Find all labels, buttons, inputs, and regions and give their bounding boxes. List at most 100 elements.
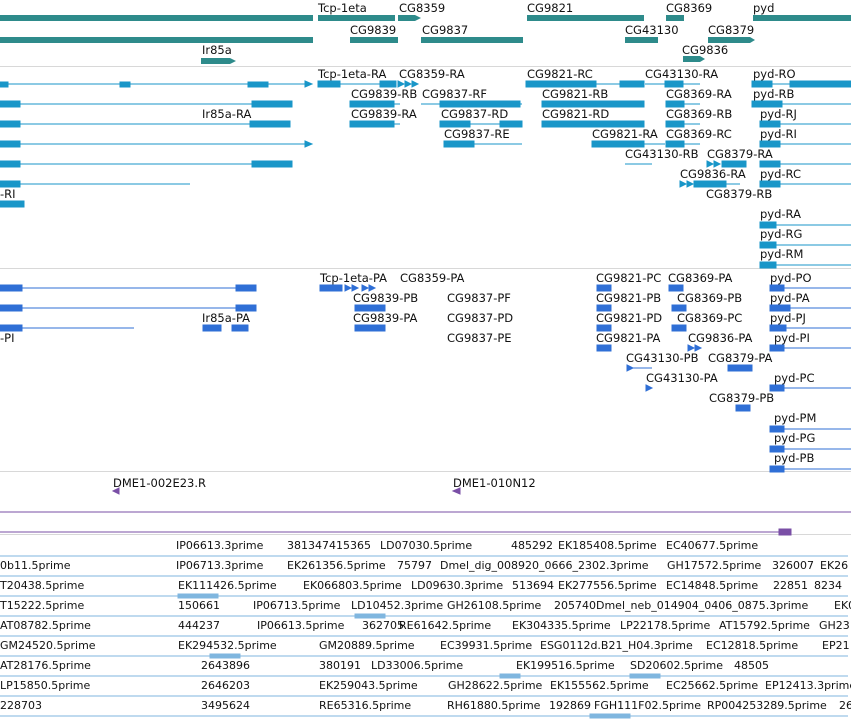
protein-label[interactable]: pyd-PO	[770, 271, 812, 285]
est-label[interactable]: Dmel_dig_008920_0666_2302.3prime	[440, 559, 649, 572]
est-label[interactable]: RE65316.5prime	[319, 699, 412, 712]
est-label[interactable]: 362705	[362, 619, 404, 632]
est-label[interactable]: LD10452.3prime	[351, 599, 444, 612]
protein-label[interactable]: CG43130-PA	[646, 371, 718, 385]
est-label[interactable]: 205740	[554, 599, 596, 612]
est-label[interactable]: EC39931.5prime	[440, 639, 533, 652]
est-label[interactable]: IP06713.3prime	[176, 559, 264, 572]
clone-label[interactable]: DME1-002E23.R	[113, 476, 207, 490]
est-label[interactable]: EK26	[820, 559, 849, 572]
est-label[interactable]: EK066803.5prime	[303, 579, 402, 592]
protein-label[interactable]: CG9839-PA	[353, 311, 418, 325]
est-label[interactable]: GH17572.5prime	[667, 559, 762, 572]
protein-label[interactable]: CG9837-PD	[447, 311, 514, 325]
transcript-label[interactable]: CG8359-RA	[399, 67, 465, 81]
est-label[interactable]: EP21	[822, 639, 850, 652]
transcript-label[interactable]: CG9821-RD	[542, 107, 610, 121]
transcript-label[interactable]: Ir85a-RA	[202, 107, 252, 121]
est-label[interactable]: LD33006.5prime	[371, 659, 464, 672]
protein-label[interactable]: CG8379-PB	[709, 391, 775, 405]
protein-label[interactable]: CG8369-PA	[668, 271, 733, 285]
transcript-label[interactable]: CG9837-RD	[441, 107, 509, 121]
clone-label[interactable]: DME1-010N12	[453, 476, 536, 490]
transcript-label[interactable]: CG9821-RB	[542, 87, 609, 101]
gene-label[interactable]: pyd	[753, 1, 775, 15]
est-label[interactable]: RH61880.5prime	[447, 699, 541, 712]
protein-label[interactable]: CG9821-PC	[596, 271, 662, 285]
est-label[interactable]: IP06613.5prime	[257, 619, 345, 632]
est-label[interactable]: EK277556.5prime	[558, 579, 657, 592]
est-label[interactable]: LD07030.5prime	[380, 539, 473, 552]
est-label[interactable]: 513694	[512, 579, 554, 592]
est-label[interactable]: 3495624	[201, 699, 250, 712]
transcript-label[interactable]: pyd-RO	[753, 67, 796, 81]
transcript-label[interactable]: pyd-RM	[760, 247, 804, 261]
transcript-label[interactable]: CG9821-RA	[592, 127, 658, 141]
transcript-label[interactable]: CG9837-RE	[444, 127, 510, 141]
est-label[interactable]: 485292	[511, 539, 553, 552]
est-label[interactable]: 22851	[773, 579, 808, 592]
protein-label[interactable]: pyd-PB	[774, 451, 815, 465]
transcript-label[interactable]: CG9837-RF	[422, 87, 487, 101]
est-label[interactable]: EC14848.5prime	[666, 579, 759, 592]
gene-label[interactable]: Tcp-1eta	[318, 1, 367, 15]
est-label[interactable]: LD09630.3prime	[411, 579, 504, 592]
gene-label[interactable]: CG9839	[350, 23, 397, 37]
protein-label[interactable]: CG9839-PB	[353, 291, 419, 305]
protein-label[interactable]: pyd-PJ	[770, 311, 806, 325]
est-label[interactable]: EC12818.5prime	[706, 639, 799, 652]
est-label[interactable]: GM24520.5prime	[0, 639, 96, 652]
transcript-label[interactable]: CG8379-RA	[707, 147, 773, 161]
est-label[interactable]: EP12413.3prime	[765, 679, 851, 692]
est-label[interactable]: EK155562.5prime	[550, 679, 649, 692]
protein-label[interactable]: pyd-PI	[774, 331, 810, 345]
transcript-label[interactable]: -RI	[0, 187, 16, 201]
est-label[interactable]: 326007	[772, 559, 814, 572]
transcript-label[interactable]: CG8379-RB	[706, 187, 773, 201]
est-label[interactable]: EK294532.5prime	[178, 639, 277, 652]
gene-label[interactable]: CG9821	[527, 1, 574, 15]
est-label[interactable]: T20438.5prime	[0, 579, 85, 592]
est-label[interactable]: AT28176.5prime	[0, 659, 91, 672]
protein-label[interactable]: CG9821-PD	[596, 311, 663, 325]
transcript-label[interactable]: pyd-RI	[760, 127, 797, 141]
protein-label[interactable]: CG8369-PB	[677, 291, 743, 305]
transcript-label[interactable]: pyd-RC	[760, 167, 802, 181]
est-label[interactable]: EK304335.5prime	[512, 619, 611, 632]
est-label[interactable]: EK185408.5prime	[558, 539, 657, 552]
est-label[interactable]: IP06613.3prime	[176, 539, 264, 552]
est-label[interactable]: 381347415365	[287, 539, 371, 552]
est-label[interactable]: GM20889.5prime	[319, 639, 415, 652]
est-label[interactable]: 192869	[549, 699, 591, 712]
protein-label[interactable]: CG9821-PA	[596, 331, 661, 345]
est-label[interactable]: EK259043.5prime	[319, 679, 418, 692]
gene-label[interactable]: CG8369	[666, 1, 713, 15]
protein-label[interactable]: Tcp-1eta-PA	[320, 271, 388, 285]
transcript-label[interactable]: pyd-RJ	[760, 107, 797, 121]
est-label[interactable]: 48505	[734, 659, 769, 672]
protein-label[interactable]: CG43130-PB	[626, 351, 699, 365]
protein-label[interactable]: CG8369-PC	[677, 311, 743, 325]
gene-label[interactable]: Ir85a	[202, 43, 232, 57]
transcript-label[interactable]: CG8369-RB	[666, 107, 733, 121]
est-label[interactable]: RP004253289.5prime	[707, 699, 827, 712]
protein-label[interactable]: pyd-PA	[770, 291, 810, 305]
est-label[interactable]: RE61642.5prime	[399, 619, 492, 632]
est-label[interactable]: EK111426.5prime	[178, 579, 277, 592]
est-label[interactable]: 26	[839, 699, 851, 712]
est-label[interactable]: IP06713.5prime	[253, 599, 341, 612]
est-label[interactable]: 8234	[814, 579, 842, 592]
transcript-label[interactable]: CG9839-RA	[351, 107, 417, 121]
protein-label[interactable]: CG9837-PE	[447, 331, 512, 345]
est-label[interactable]: 2646203	[201, 679, 250, 692]
est-label[interactable]: 228703	[0, 699, 42, 712]
gene-label[interactable]: CG8379	[708, 23, 755, 37]
transcript-label[interactable]: CG9839-RB	[351, 87, 418, 101]
protein-label[interactable]: CG9837-PF	[447, 291, 511, 305]
gene-label[interactable]: CG43130	[625, 23, 679, 37]
est-label[interactable]: GH28622.5prime	[448, 679, 543, 692]
est-label[interactable]: EC40677.5prime	[666, 539, 759, 552]
est-label[interactable]: AT15792.5prime	[719, 619, 810, 632]
transcript-label[interactable]: CG43130-RA	[645, 67, 719, 81]
est-label[interactable]: AT08782.5prime	[0, 619, 91, 632]
